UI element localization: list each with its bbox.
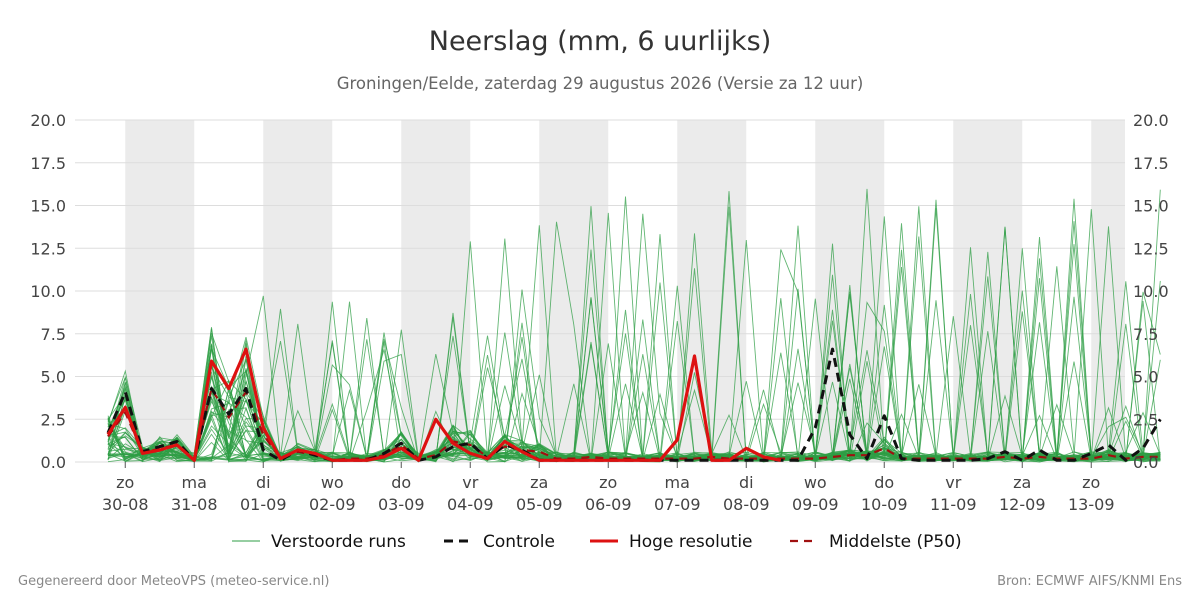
legend-label: Hoge resolutie	[629, 532, 753, 552]
x-tick-label-date: 13-09	[1068, 495, 1115, 514]
y-tick-label-left: 5.0	[41, 368, 66, 387]
y-tick-label-left: 7.5	[41, 325, 66, 344]
x-tick-label-day: wo	[804, 473, 827, 492]
x-tick-label-date: 04-09	[447, 495, 494, 514]
x-tick-label-day: ma	[665, 473, 690, 492]
x-tick-label-day: ma	[182, 473, 207, 492]
y-tick-label-left: 2.5	[41, 410, 66, 429]
legend-label: Controle	[483, 532, 555, 552]
legend-high-res: Hoge resolutie	[590, 532, 753, 552]
ensemble-member-line	[107, 355, 1161, 463]
x-tick-label-date: 05-09	[516, 495, 563, 514]
footer-credit: Gegenereerd door MeteoVPS (meteo-service…	[18, 574, 329, 589]
x-tick-label-date: 02-09	[309, 495, 356, 514]
y-tick-label-left: 12.5	[30, 239, 66, 258]
x-tick-label-day: di	[739, 473, 754, 492]
x-tick-label-date: 06-09	[585, 495, 632, 514]
y-tick-label-right: 10.0	[1133, 282, 1169, 301]
ensemble-member-line	[107, 298, 1161, 463]
main-series	[106, 347, 1162, 462]
axes: 0.0 0.0 2.5 2.5 5.0 5.0 7.5 7.5 10.0 10.0 12.5 12.5…	[30, 111, 1168, 514]
x-tick-label-date: 01-09	[240, 495, 287, 514]
y-tick-label-right: 20.0	[1133, 111, 1169, 130]
legend-label: Middelste (P50)	[829, 532, 962, 552]
y-tick-label-right: 17.5	[1133, 154, 1169, 173]
chart-subtitle: Groningen/Eelde, zaterdag 29 augustus 20…	[337, 74, 864, 93]
y-tick-label-left: 10.0	[30, 282, 66, 301]
y-tick-label-right: 5.0	[1133, 368, 1158, 387]
x-tick-label-date: 08-09	[723, 495, 770, 514]
median-line	[107, 387, 1161, 462]
x-tick-label-date: 11-09	[930, 495, 977, 514]
x-tick-label-day: zo	[599, 473, 617, 492]
x-tick-label-date: 30-08	[102, 495, 149, 514]
x-tick-label-day: za	[1013, 473, 1031, 492]
x-tick-label-day: zo	[1082, 473, 1100, 492]
high-res-line	[106, 347, 782, 462]
y-tick-label-right: 2.5	[1133, 410, 1158, 429]
y-tick-label-right: 0.0	[1133, 453, 1158, 472]
legend-median: Middelste (P50)	[790, 532, 962, 552]
y-tick-label-left: 17.5	[30, 154, 66, 173]
y-tick-label-left: 15.0	[30, 197, 66, 216]
x-tick-label-day: za	[530, 473, 548, 492]
x-tick-label-day: do	[391, 473, 411, 492]
legend-control: Controle	[444, 532, 555, 552]
x-tick-label-day: vr	[945, 473, 961, 492]
legend-ensemble: Verstoorde runs	[232, 532, 406, 552]
x-tick-label-day: vr	[462, 473, 478, 492]
x-tick-label-date: 12-09	[999, 495, 1046, 514]
x-tick-label-date: 03-09	[378, 495, 425, 514]
y-tick-label-right: 7.5	[1133, 325, 1158, 344]
chart-title: Neerslag (mm, 6 uurlijks)	[429, 26, 771, 57]
legend: Verstoorde runs Controle Hoge resolutie Mid…	[232, 532, 962, 552]
y-tick-label-left: 20.0	[30, 111, 66, 130]
x-tick-label-date: 07-09	[654, 495, 701, 514]
legend-label: Verstoorde runs	[271, 532, 406, 552]
x-tick-label-date: 10-09	[861, 495, 908, 514]
x-tick-label-day: wo	[321, 473, 344, 492]
x-tick-label-date: 09-09	[792, 495, 839, 514]
x-tick-label-day: di	[256, 473, 271, 492]
y-tick-label-left: 0.0	[41, 453, 66, 472]
footer-source: Bron: ECMWF AIFS/KNMI Ens	[997, 574, 1182, 589]
x-tick-label-day: zo	[116, 473, 134, 492]
x-tick-label-day: do	[874, 473, 894, 492]
y-tick-label-right: 15.0	[1133, 197, 1169, 216]
x-tick-label-date: 31-08	[171, 495, 218, 514]
y-tick-label-right: 12.5	[1133, 239, 1169, 258]
